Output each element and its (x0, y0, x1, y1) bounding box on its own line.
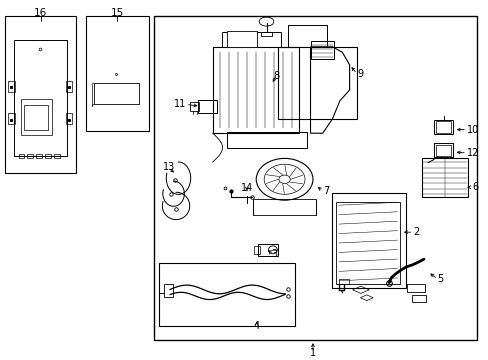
Bar (212, 47, 299, 133)
Text: 5: 5 (437, 274, 443, 284)
Bar (227, 132, 306, 148)
Bar (20, 99, 52, 135)
Bar (14, 40, 66, 156)
Bar (421, 158, 468, 197)
Bar (435, 145, 450, 156)
Bar (254, 246, 260, 254)
Bar (198, 100, 216, 113)
Bar (433, 143, 452, 157)
Bar (163, 284, 172, 297)
Bar (411, 295, 426, 302)
Text: 1: 1 (309, 348, 315, 358)
Bar (331, 193, 405, 288)
Bar (260, 32, 272, 36)
Bar (310, 41, 333, 59)
Text: 6: 6 (471, 182, 477, 192)
Polygon shape (227, 31, 256, 47)
Text: 4: 4 (253, 321, 259, 331)
Bar (36, 154, 42, 158)
Bar (19, 154, 24, 158)
Text: 13: 13 (162, 162, 175, 172)
Bar (287, 25, 326, 47)
Text: 16: 16 (34, 8, 47, 18)
Bar (338, 279, 348, 284)
Bar (336, 202, 399, 284)
Bar (222, 32, 281, 47)
Bar (159, 263, 294, 326)
Bar (190, 102, 199, 111)
Bar (24, 105, 48, 130)
Text: 2: 2 (412, 227, 419, 237)
Text: 3: 3 (271, 249, 277, 259)
Text: 15: 15 (110, 8, 124, 18)
Text: 10: 10 (466, 125, 478, 135)
Text: 14: 14 (240, 183, 253, 193)
Text: 11: 11 (173, 99, 185, 109)
Bar (406, 284, 425, 292)
Text: 12: 12 (466, 148, 478, 158)
Bar (154, 16, 476, 340)
Bar (27, 154, 33, 158)
Bar (252, 199, 316, 215)
Text: 9: 9 (356, 69, 363, 79)
Text: 8: 8 (273, 71, 279, 81)
Bar (45, 154, 51, 158)
Bar (433, 120, 452, 134)
Bar (5, 16, 76, 173)
Bar (257, 244, 278, 256)
Bar (54, 154, 60, 158)
Bar (277, 47, 356, 119)
FancyArrowPatch shape (341, 291, 343, 293)
Text: 7: 7 (322, 186, 328, 196)
Bar (85, 16, 149, 131)
Bar (435, 121, 450, 133)
